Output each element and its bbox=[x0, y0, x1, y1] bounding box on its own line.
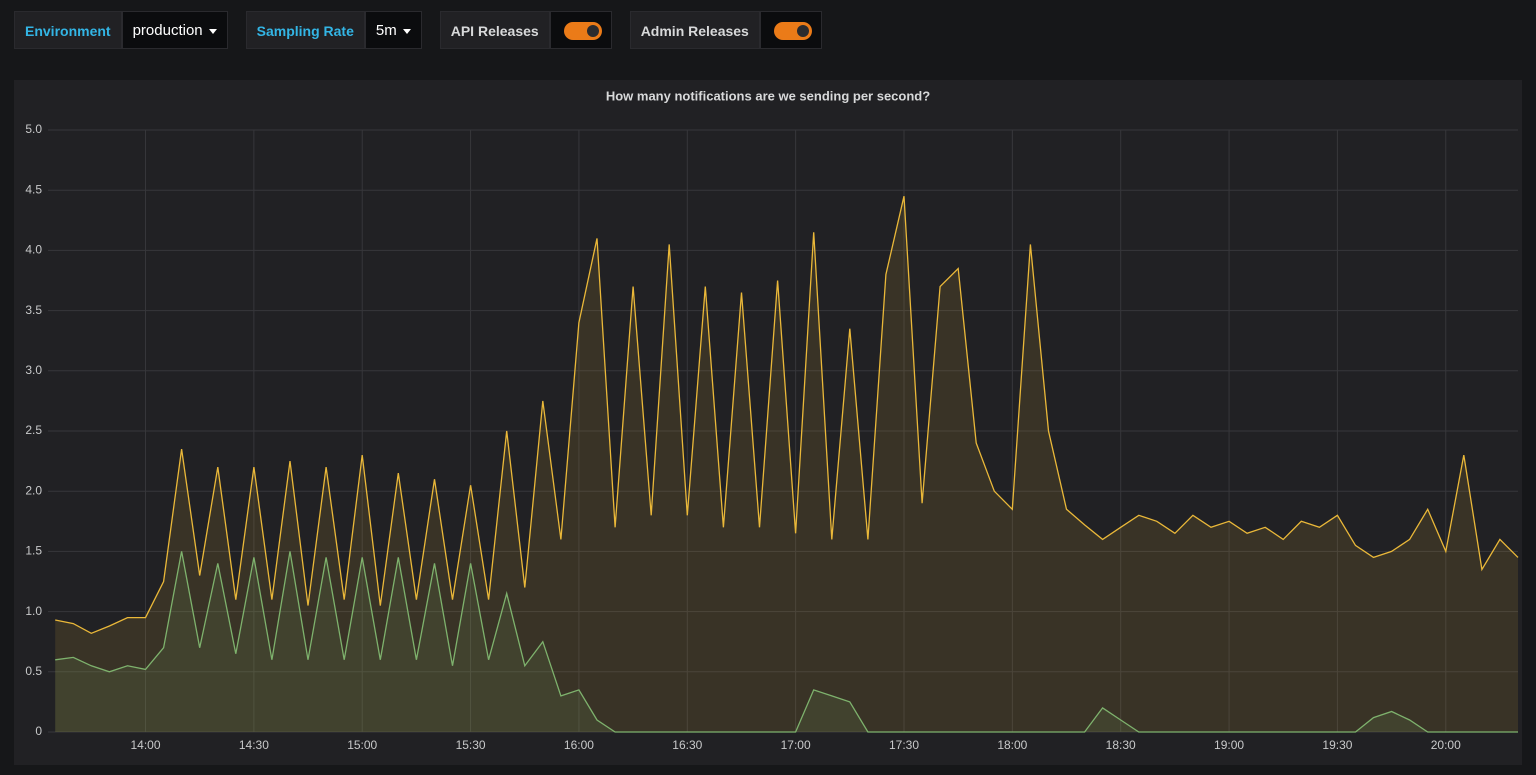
chart-title: How many notifications are we sending pe… bbox=[606, 88, 930, 103]
x-tick-label: 19:30 bbox=[1322, 738, 1352, 752]
label: Sampling Rate bbox=[245, 11, 365, 49]
dropdown[interactable]: production bbox=[121, 11, 228, 49]
x-tick-label: 17:00 bbox=[781, 738, 811, 752]
y-tick-label: 1.5 bbox=[25, 544, 42, 558]
x-tick-label: 14:00 bbox=[131, 738, 161, 752]
toggle[interactable] bbox=[759, 11, 822, 49]
toolbar: Environment production Sampling Rate 5m … bbox=[14, 11, 822, 49]
x-tick-label: 16:30 bbox=[672, 738, 702, 752]
y-tick-label: 3.0 bbox=[25, 363, 42, 377]
series-line bbox=[55, 551, 1518, 733]
toggle[interactable] bbox=[549, 11, 612, 49]
y-tick-label: 2.0 bbox=[25, 483, 42, 497]
y-tick-label: 1.0 bbox=[25, 604, 42, 618]
x-tick-label: 18:30 bbox=[1106, 738, 1136, 752]
x-tick-label: 15:30 bbox=[456, 738, 486, 752]
series-line bbox=[55, 196, 1519, 635]
x-tick-label: 16:00 bbox=[564, 738, 594, 752]
api-toggle: API Releases bbox=[439, 11, 612, 49]
y-tick-label: 3.5 bbox=[25, 303, 42, 317]
environment-var: Environment production bbox=[14, 11, 228, 49]
x-tick-label: 17:30 bbox=[889, 738, 919, 752]
y-tick-label: 4.5 bbox=[25, 182, 42, 196]
x-tick-label: 20:00 bbox=[1431, 738, 1461, 752]
x-tick-label: 14:30 bbox=[239, 738, 269, 752]
sampling-var: Sampling Rate 5m bbox=[245, 11, 422, 49]
panel-bg bbox=[14, 80, 1522, 765]
y-tick-label: 2.5 bbox=[25, 423, 42, 437]
y-tick-label: 0 bbox=[35, 724, 42, 738]
area bbox=[55, 196, 1519, 732]
label: API Releases bbox=[439, 11, 550, 49]
x-tick-label: 15:00 bbox=[347, 738, 377, 752]
panel: How many notifications are we sending pe… bbox=[14, 80, 1522, 765]
y-tick-label: 0.5 bbox=[25, 664, 42, 678]
label: Environment bbox=[14, 11, 122, 49]
dropdown[interactable]: 5m bbox=[364, 11, 422, 49]
y-tick-label: 5.0 bbox=[25, 122, 42, 136]
y-tick-label: 4.0 bbox=[25, 243, 42, 257]
x-tick-label: 18:00 bbox=[997, 738, 1027, 752]
area bbox=[55, 551, 1519, 732]
x-tick-label: 19:00 bbox=[1214, 738, 1244, 752]
admin-toggle: Admin Releases bbox=[629, 11, 822, 49]
label: Admin Releases bbox=[629, 11, 760, 49]
